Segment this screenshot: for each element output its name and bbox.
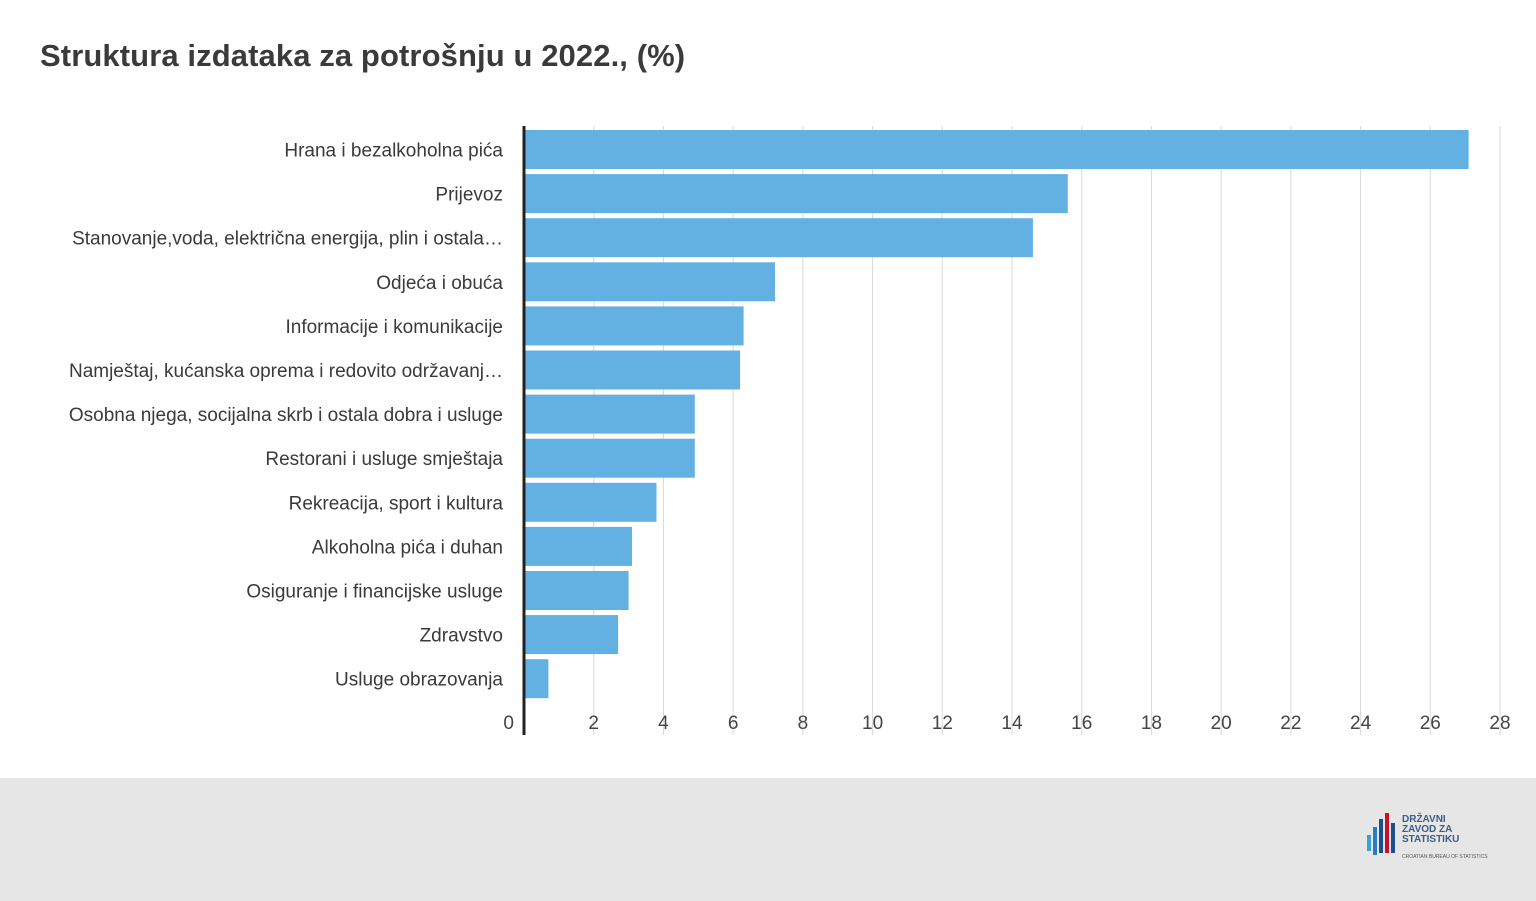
- x-tick-label: 10: [862, 713, 883, 734]
- category-label: Namještaj, kućanska oprema i redovito od…: [69, 361, 503, 382]
- x-tick-label: 6: [728, 713, 739, 734]
- footer-bar: [0, 778, 1536, 901]
- x-tick-label: 16: [1071, 713, 1092, 734]
- dzs-logo: DRŽAVNI ZAVOD ZA STATISTIKU CROATIAN BUR…: [1366, 811, 1488, 869]
- chart-area: 0 2 4 6 8 10 12 14 16 18 20 22 24 26 28 Hrana i bezalko…: [69, 126, 1511, 735]
- bar: [524, 306, 744, 346]
- bar: [524, 394, 695, 434]
- bar: [524, 130, 1469, 169]
- category-label: Rekreacija, sport i kultura: [289, 493, 504, 514]
- x-tick-label: 26: [1420, 713, 1441, 734]
- x-tick-label: 22: [1280, 713, 1301, 734]
- bar: [524, 659, 549, 699]
- x-tick-label: 8: [798, 713, 809, 734]
- category-label: Hrana i bezalkoholna pića: [284, 141, 503, 162]
- x-tick-label: 20: [1211, 713, 1232, 734]
- bar: [524, 262, 775, 302]
- category-label: Prijevoz: [435, 185, 503, 206]
- x-tick-label: 2: [588, 713, 599, 734]
- logo-line-2: ZAVOD ZA: [1402, 824, 1453, 835]
- bar: [524, 482, 657, 522]
- x-tick-label: 18: [1141, 713, 1162, 734]
- category-label: Osobna njega, socijalna skrb i ostala do…: [69, 405, 503, 426]
- bar: [524, 174, 1068, 214]
- chart-title: Struktura izdataka za potrošnju u 2022.,…: [40, 38, 686, 73]
- category-label: Informacije i komunikacije: [285, 317, 503, 338]
- category-label: Alkoholna pića i duhan: [312, 537, 503, 558]
- logo-text: DRŽAVNI ZAVOD ZA STATISTIKU: [1402, 815, 1459, 845]
- x-tick-label: 4: [658, 713, 669, 734]
- x-tick-label: 24: [1350, 713, 1372, 734]
- category-label: Odjeća i obuća: [376, 273, 503, 294]
- bar: [524, 350, 741, 390]
- logo-bars-icon: [1367, 813, 1395, 855]
- category-label: Stanovanje,voda, električna energija, pl…: [72, 229, 503, 250]
- category-label: Restorani i usluge smještaja: [265, 449, 503, 470]
- x-tick-label: 0: [503, 713, 514, 734]
- category-label: Osiguranje i financijske usluge: [246, 582, 503, 603]
- bar: [524, 438, 695, 478]
- category-label: Usluge obrazovanja: [335, 670, 503, 691]
- logo-line-3: STATISTIKU: [1402, 834, 1460, 845]
- bar: [524, 218, 1033, 258]
- logo-line-1: DRŽAVNI: [1402, 814, 1446, 825]
- bar: [524, 571, 629, 610]
- x-tick-label: 28: [1489, 713, 1510, 734]
- category-label: Zdravstvo: [420, 626, 503, 647]
- bar: [524, 526, 633, 566]
- x-tick-label: 12: [932, 713, 953, 734]
- logo-subtitle: CROATIAN BUREAU OF STATISTICS: [1402, 854, 1488, 860]
- bar: [524, 615, 619, 655]
- x-tick-label: 14: [1001, 713, 1023, 734]
